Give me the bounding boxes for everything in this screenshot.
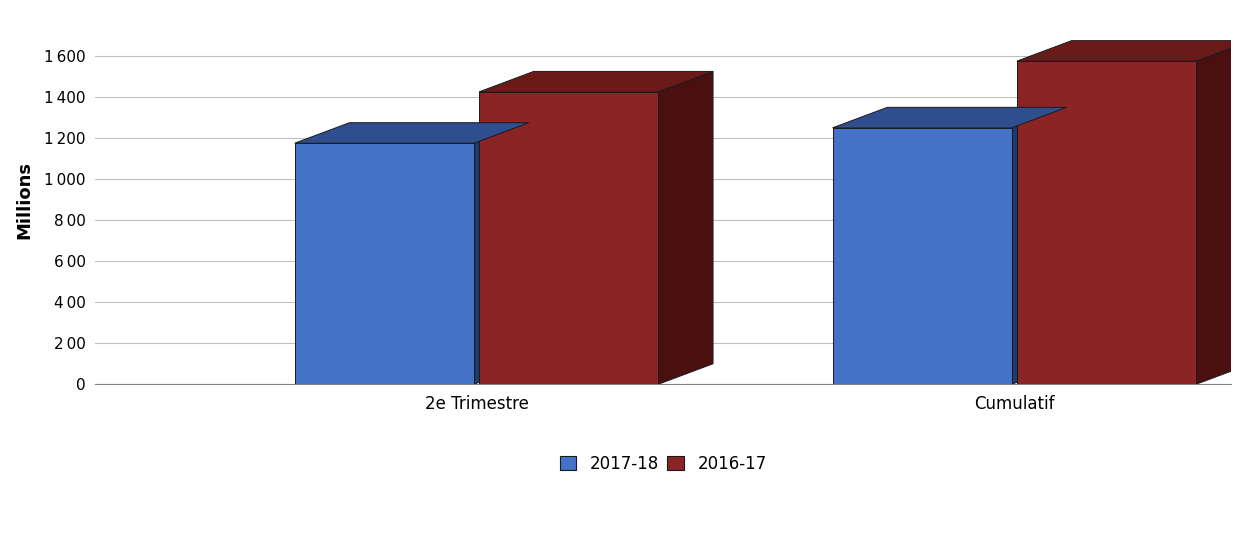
Polygon shape: [1017, 41, 1246, 61]
Polygon shape: [1012, 107, 1067, 384]
Polygon shape: [832, 107, 1067, 128]
Polygon shape: [1196, 41, 1246, 384]
Polygon shape: [478, 92, 658, 384]
Y-axis label: Millions: Millions: [15, 160, 32, 239]
Polygon shape: [832, 128, 1012, 384]
Polygon shape: [478, 72, 713, 92]
Polygon shape: [473, 123, 528, 384]
Polygon shape: [294, 123, 528, 143]
Polygon shape: [1017, 61, 1196, 384]
Legend: 2017-18, 2016-17: 2017-18, 2016-17: [553, 448, 774, 480]
Polygon shape: [658, 72, 713, 384]
Polygon shape: [294, 143, 473, 384]
